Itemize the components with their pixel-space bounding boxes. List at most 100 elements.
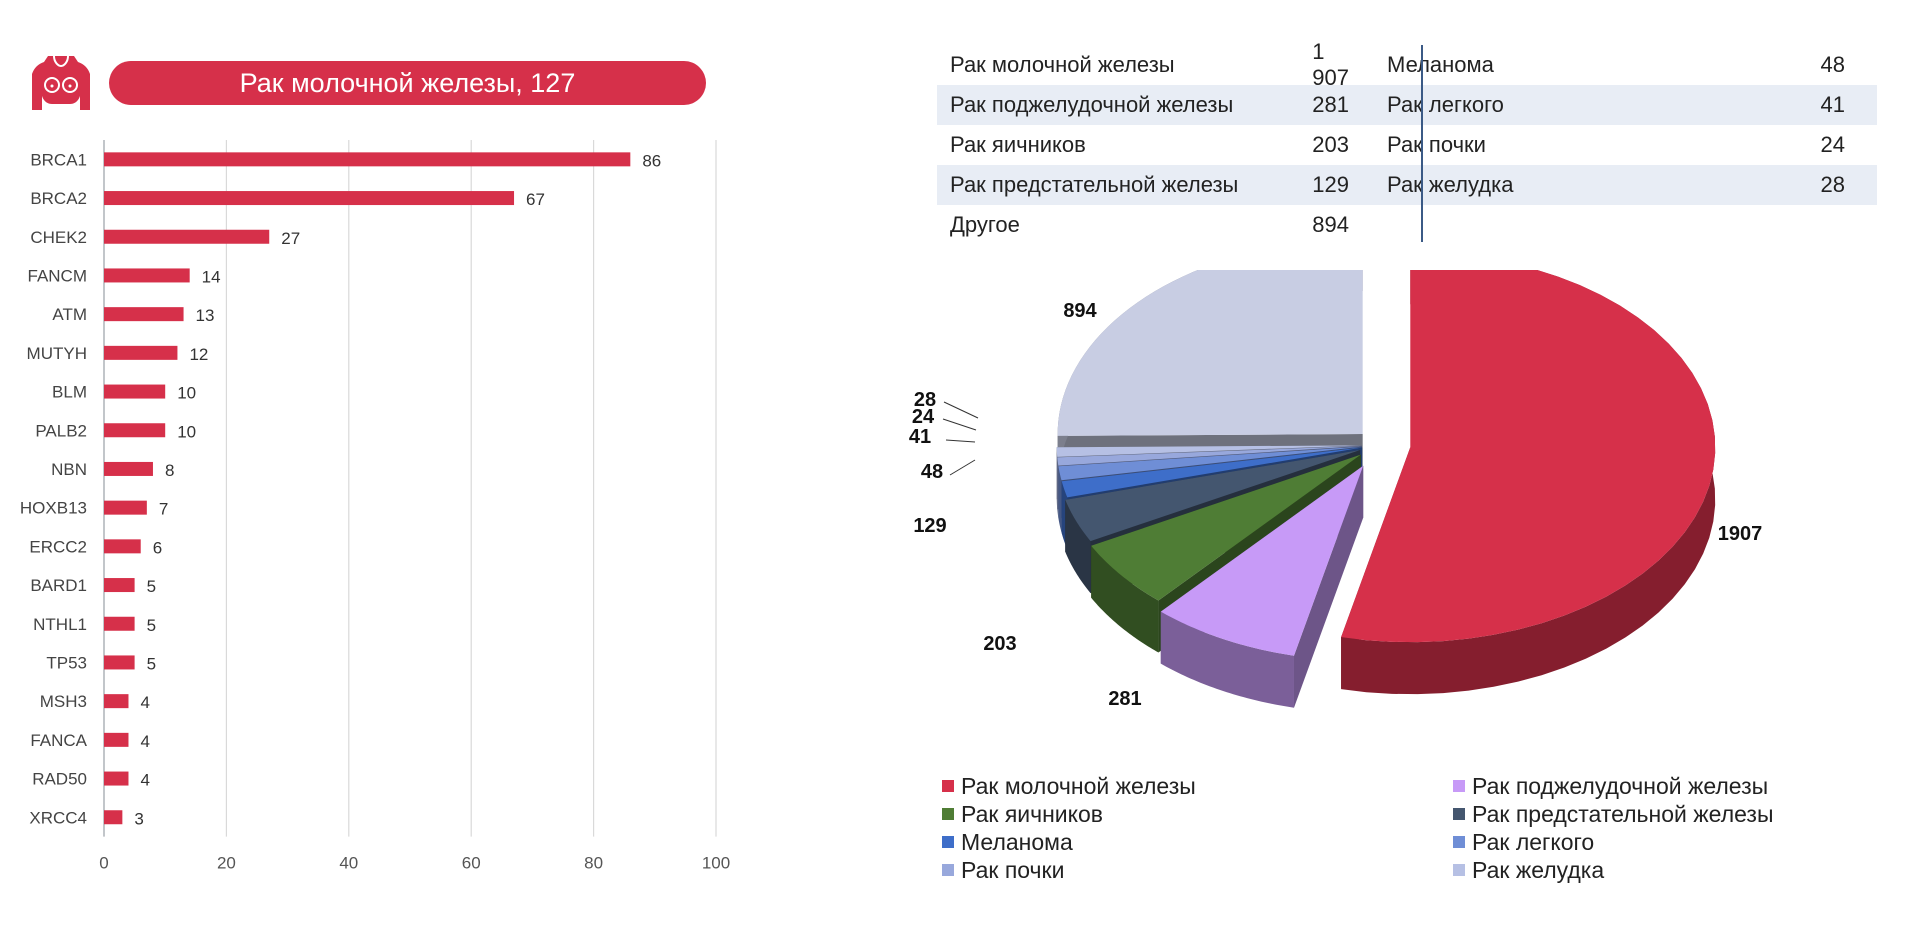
bar xyxy=(104,539,141,554)
table-left-name: Рак поджелудочной железы xyxy=(937,85,1315,125)
bar-value-label: 7 xyxy=(159,500,168,519)
table-left-value: 281 xyxy=(1312,85,1349,125)
bar-value-label: 5 xyxy=(147,577,156,596)
table-row: Рак предстательной железы 129 Рак желудка 2… xyxy=(937,165,1877,205)
pie-slice xyxy=(1160,465,1364,708)
chart-title: Рак молочной железы, 127 xyxy=(239,67,576,98)
table-gap xyxy=(1349,205,1373,245)
table-right-name xyxy=(1373,205,1777,245)
legend-swatch xyxy=(1453,808,1465,820)
bar-value-label: 6 xyxy=(153,538,162,557)
summary-table: Рак молочной железы 1 907 Меланома 48 Рак по… xyxy=(937,39,1877,245)
table-row: Рак поджелудочной железы 281 Рак легкого 41 xyxy=(937,85,1877,125)
bar xyxy=(104,229,270,244)
table-left-name: Рак предстательной железы xyxy=(937,165,1315,205)
y-category-label: BRCA1 xyxy=(30,150,87,169)
legend-label: Рак поджелудочной железы xyxy=(1472,772,1769,799)
x-tick-label: 40 xyxy=(339,854,358,873)
legend-item: Рак яичников xyxy=(942,800,1453,828)
bar xyxy=(104,191,515,206)
legend-label: Рак предстательной железы xyxy=(1472,800,1774,827)
y-category-label: TP53 xyxy=(46,653,87,672)
bar-chart-panel: Рак молочной железы, 127 0 20 40 60 80 100 BRC… xyxy=(0,0,800,935)
y-category-label: HOXB13 xyxy=(20,499,87,518)
table-gap xyxy=(1349,165,1373,205)
legend-swatch xyxy=(1453,836,1465,848)
bar-value-label: 14 xyxy=(202,267,221,286)
table-row: Рак яичников 203 Рак почки 24 xyxy=(937,125,1877,165)
bar xyxy=(104,461,153,476)
pie-value-label: 129 xyxy=(913,515,946,537)
bar xyxy=(104,423,166,438)
table-left-value: 129 xyxy=(1312,165,1349,205)
bar xyxy=(104,771,129,786)
y-category-label: NTHL1 xyxy=(33,615,87,634)
y-category-label: PALB2 xyxy=(35,421,87,440)
y-category-label: RAD50 xyxy=(32,770,87,789)
bar xyxy=(104,268,190,283)
pie-value-label: 48 xyxy=(921,461,943,483)
bar-value-label: 4 xyxy=(140,693,149,712)
bar-value-label: 67 xyxy=(526,190,545,209)
bar xyxy=(104,152,631,167)
leader-line xyxy=(943,401,979,419)
bar xyxy=(104,307,184,322)
bar-value-label: 5 xyxy=(147,654,156,673)
table-right-value: 24 xyxy=(1820,132,1845,157)
chart-title-pill: Рак молочной железы, 127 xyxy=(109,61,706,105)
legend-swatch xyxy=(942,780,954,792)
bar xyxy=(104,694,129,709)
legend-swatch xyxy=(942,836,954,848)
y-category-label: BLM xyxy=(52,383,87,402)
table-left-name: Другое xyxy=(950,212,1020,237)
legend-item: Рак легкого xyxy=(1453,828,1862,856)
bar xyxy=(104,732,129,747)
table-right-value xyxy=(1777,205,1877,245)
x-tick-label: 0 xyxy=(99,854,108,873)
y-category-label: BARD1 xyxy=(30,576,87,595)
bar-value-label: 13 xyxy=(196,306,215,325)
table-right-name: Рак легкого xyxy=(1373,85,1777,125)
female-torso-icon xyxy=(32,55,90,110)
pie-slice xyxy=(1341,270,1716,695)
pie-value-label: 203 xyxy=(983,633,1016,655)
y-category-label: NBN xyxy=(51,460,87,479)
bar xyxy=(104,810,123,825)
bar-value-label: 4 xyxy=(140,771,149,790)
bar xyxy=(104,345,178,360)
pie-value-label: 281 xyxy=(1108,688,1141,710)
pie-value-label: 894 xyxy=(1063,300,1097,322)
bar xyxy=(104,655,135,670)
table-right-value: 48 xyxy=(1820,52,1845,77)
legend-label: Меланома xyxy=(961,828,1073,855)
table-left-value: 894 xyxy=(1312,212,1349,237)
legend-swatch xyxy=(942,864,954,876)
y-category-label: ERCC2 xyxy=(29,537,87,556)
leader-line xyxy=(949,459,976,476)
table-left-name: Рак молочной железы xyxy=(950,52,1175,77)
bar-value-label: 27 xyxy=(281,229,300,248)
y-category-label: BRCA2 xyxy=(30,189,87,208)
leader-line xyxy=(942,418,977,431)
bar xyxy=(104,578,135,593)
pie-legend: Рак молочной железы Рак поджелудочной жел… xyxy=(942,772,1862,884)
pie-value-label: 41 xyxy=(909,426,931,448)
y-category-label: MUTYH xyxy=(27,344,87,363)
bar-value-label: 3 xyxy=(134,809,143,828)
x-tick-label: 100 xyxy=(702,854,730,873)
table-right-value: 41 xyxy=(1777,85,1877,125)
y-category-label: FANCM xyxy=(28,266,88,285)
bar xyxy=(104,500,147,515)
bar-value-label: 4 xyxy=(140,732,149,751)
bar-value-label: 10 xyxy=(177,384,196,403)
bar-value-label: 86 xyxy=(642,151,661,170)
y-category-label: MSH3 xyxy=(40,692,87,711)
legend-item: Рак желудка xyxy=(1453,856,1862,884)
legend-item: Рак поджелудочной железы xyxy=(1453,772,1862,800)
legend-swatch xyxy=(1453,864,1465,876)
bar-value-label: 10 xyxy=(177,422,196,441)
x-tick-label: 20 xyxy=(217,854,236,873)
x-tick-label: 60 xyxy=(462,854,481,873)
